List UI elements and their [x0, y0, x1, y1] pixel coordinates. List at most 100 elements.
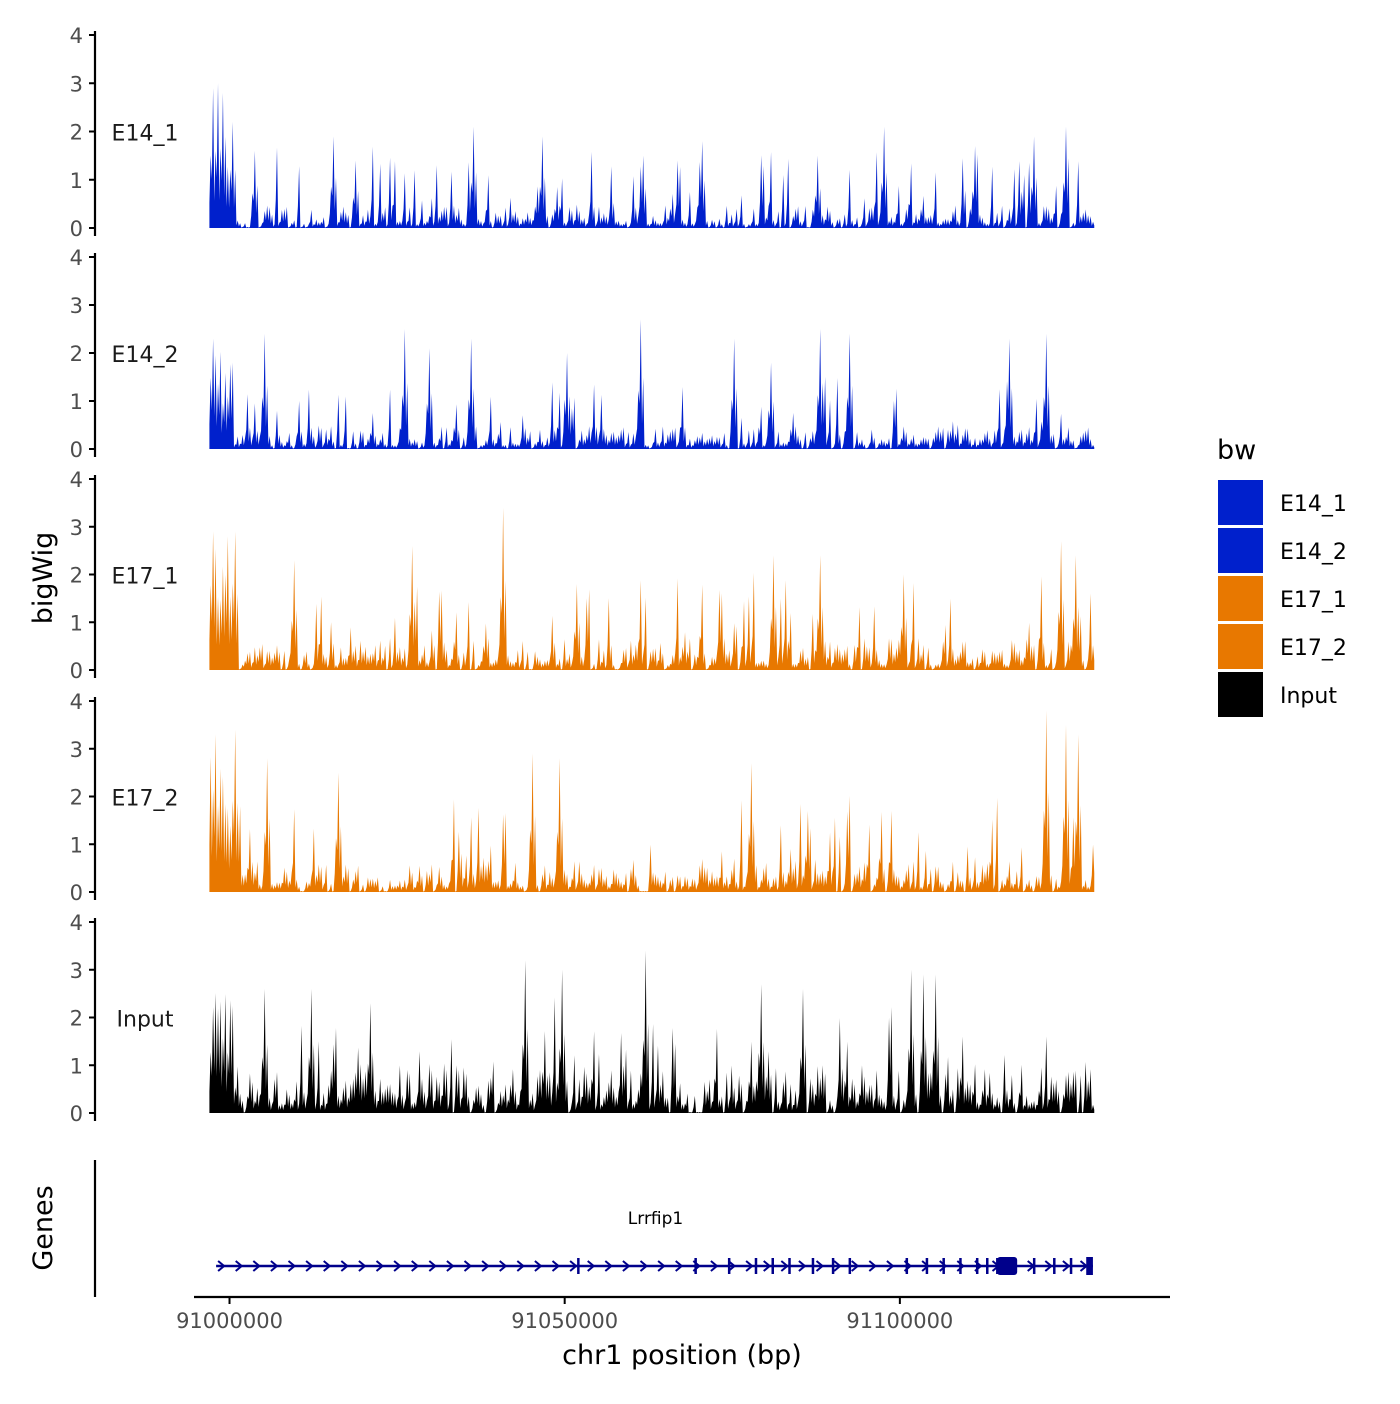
- y-tick-label: 2: [70, 786, 83, 810]
- track-label: E14_1: [112, 122, 179, 147]
- strand-arrow: [270, 1260, 279, 1272]
- y-tick-label: 2: [70, 564, 83, 588]
- strand-arrow: [463, 1260, 473, 1272]
- track-label: E17_2: [112, 787, 179, 812]
- track-label: E17_1: [112, 565, 179, 590]
- strand-arrow: [622, 1260, 631, 1272]
- strand-arrow: [675, 1260, 684, 1272]
- exon: [848, 1258, 852, 1274]
- y-tick-label: 4: [70, 246, 83, 270]
- y-tick-label: 2: [70, 121, 83, 145]
- strand-arrow: [481, 1260, 490, 1272]
- exon: [925, 1258, 929, 1274]
- legend-title: bw: [1217, 435, 1256, 466]
- gene-lrrfip1: Lrrfip1: [216, 1209, 1093, 1275]
- legend-label: E17_2: [1280, 636, 1347, 661]
- exon: [788, 1258, 791, 1274]
- strand-arrow: [534, 1260, 543, 1272]
- y-tick-label: 0: [70, 881, 83, 905]
- legend-entry-e14-1: E14_1: [1218, 480, 1347, 525]
- strand-arrow: [551, 1260, 561, 1272]
- signal-area: [209, 83, 1095, 228]
- strand-arrow: [939, 1260, 948, 1272]
- strand-arrow: [851, 1260, 860, 1272]
- legend-label: Input: [1280, 684, 1337, 709]
- legend: bw E14_1 E14_2 E17_1 E17_2 Input: [1217, 435, 1347, 717]
- strand-arrow: [868, 1260, 877, 1272]
- signal-tracks: 0 1 2 3 4 E14_1 0 1 2 3 4 E14_2 0 1 2 3 4 E17_1 0 1 2 3 4 E17_2…: [70, 24, 1095, 1126]
- strand-arrow: [763, 1260, 772, 1272]
- strand-arrow: [886, 1260, 895, 1272]
- exon: [694, 1258, 697, 1274]
- strand-arrow: [798, 1260, 807, 1272]
- y-tick-label: 1: [70, 169, 83, 193]
- y-tick-label: 1: [70, 611, 83, 635]
- legend-label: E17_1: [1280, 588, 1347, 613]
- strand-arrow: [1062, 1260, 1071, 1272]
- strand-arrow: [516, 1260, 525, 1272]
- strand-arrow: [411, 1260, 420, 1272]
- exon: [986, 1258, 989, 1274]
- strand-arrow: [323, 1260, 332, 1272]
- strand-arrow: [428, 1260, 437, 1272]
- strand-arrow: [710, 1260, 719, 1272]
- strand-arrow: [375, 1260, 385, 1272]
- exon: [1069, 1258, 1073, 1274]
- end-block: [1086, 1257, 1093, 1275]
- exon: [975, 1258, 979, 1274]
- legend-label: E14_1: [1280, 492, 1347, 517]
- exon: [577, 1258, 580, 1274]
- x-axis: 91000000 91050000 91100000: [176, 1295, 1170, 1333]
- strand-arrow: [727, 1260, 737, 1272]
- track-label: E14_2: [112, 343, 179, 368]
- track-input: 0 1 2 3 4 Input: [70, 911, 1095, 1126]
- y-axis-label: bigWig: [28, 532, 59, 625]
- x-tick-label: 91000000: [176, 1309, 283, 1333]
- exon: [831, 1258, 835, 1274]
- exon: [771, 1258, 774, 1274]
- strand-arrow: [587, 1260, 596, 1272]
- exon: [1053, 1258, 1056, 1274]
- strand-arrow: [446, 1260, 455, 1272]
- legend-entry-e14-2: E14_2: [1218, 528, 1347, 573]
- strand-arrow: [358, 1260, 367, 1272]
- strand-arrow: [1044, 1260, 1053, 1272]
- track-e17-1: 0 1 2 3 4 E17_1: [70, 468, 1095, 683]
- legend-entry-input: Input: [1218, 672, 1337, 717]
- y-tick-label: 1: [70, 1054, 83, 1078]
- y-tick-label: 3: [70, 72, 83, 96]
- x-tick-label: 91050000: [511, 1309, 618, 1333]
- exon: [1032, 1258, 1036, 1274]
- track-e17-2: 0 1 2 3 4 E17_2: [70, 690, 1095, 905]
- strand-arrow: [499, 1260, 508, 1272]
- signal-area: [209, 507, 1095, 670]
- strand-arrow: [393, 1260, 402, 1272]
- y-tick-label: 4: [70, 468, 83, 492]
- exon: [811, 1258, 815, 1274]
- strand-arrow: [833, 1260, 842, 1272]
- strand-arrow: [639, 1260, 649, 1272]
- strand-arrow: [287, 1260, 297, 1272]
- exon: [942, 1258, 945, 1274]
- signal-area: [209, 710, 1095, 892]
- x-tick-label: 91100000: [846, 1309, 953, 1333]
- legend-swatch: [1218, 576, 1263, 621]
- track-e14-1: 0 1 2 3 4 E14_1: [70, 24, 1095, 241]
- signal-area: [209, 319, 1095, 449]
- strand-arrow: [604, 1260, 613, 1272]
- strand-arrow: [235, 1260, 244, 1272]
- exon: [727, 1258, 731, 1274]
- y-tick-label: 0: [70, 438, 83, 462]
- y-tick-label: 1: [70, 833, 83, 857]
- strand-arrow: [745, 1260, 754, 1272]
- legend-swatch: [1218, 672, 1263, 717]
- strand-arrow: [340, 1260, 349, 1272]
- strand-arrow: [217, 1260, 226, 1272]
- legend-entry-e17-2: E17_2: [1218, 624, 1347, 669]
- legend-swatch: [1218, 480, 1263, 525]
- legend-label: E14_2: [1280, 540, 1347, 565]
- coding-block: [997, 1257, 1018, 1275]
- strand-arrow: [252, 1260, 261, 1272]
